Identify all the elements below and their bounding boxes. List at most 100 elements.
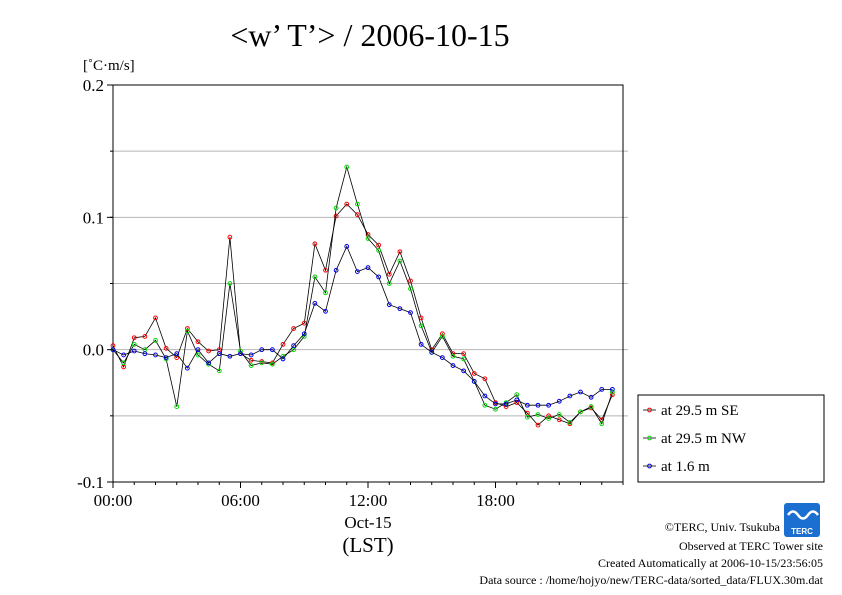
data-point: [386, 281, 392, 286]
series-group: [110, 164, 615, 428]
data-point: [110, 347, 116, 353]
data-point: [280, 356, 286, 362]
data-point: [471, 379, 477, 384]
data-point: [291, 326, 297, 331]
data-point: [429, 349, 435, 355]
data-point: [153, 315, 158, 321]
data-point: [408, 286, 413, 292]
data-point: [376, 242, 382, 248]
data-point: [142, 351, 148, 357]
data-point: [131, 335, 137, 341]
data-point: [344, 201, 350, 207]
data-point: [301, 320, 307, 326]
terc-logo: TERC: [784, 503, 820, 537]
data-point: [344, 244, 350, 249]
data-point: [376, 248, 382, 253]
data-point: [514, 397, 520, 403]
data-point: [216, 351, 222, 357]
x-axis-label: (LST): [342, 533, 393, 557]
x-axis-date-label: Oct-15: [344, 513, 391, 532]
data-point: [227, 281, 233, 286]
legend: at 29.5 m SE at 29.5 m NW at 1.6 m: [637, 394, 825, 483]
data-point: [195, 339, 201, 345]
data-point: [206, 360, 212, 366]
data-point: [609, 389, 615, 395]
data-point: [131, 341, 137, 347]
y-tick-label: -0.1: [77, 473, 104, 492]
data-point: [259, 347, 265, 353]
data-point: [184, 328, 190, 334]
data-point: [333, 213, 339, 219]
data-point: [482, 393, 488, 399]
data-point: [450, 363, 456, 368]
data-point: [524, 414, 530, 420]
data-point: [546, 416, 552, 421]
series-line: [112, 245, 613, 406]
data-point: [248, 352, 254, 358]
data-point: [195, 352, 201, 358]
data-point: [397, 258, 403, 264]
chart-title: <w’ T’> / 2006-10-15: [230, 17, 509, 53]
data-point: [333, 267, 339, 273]
data-point: [376, 274, 382, 280]
data-point: [174, 404, 180, 409]
legend-marker: [647, 463, 652, 469]
data-point: [333, 205, 339, 211]
x-tick-label: 18:00: [476, 491, 515, 510]
data-point: [439, 331, 445, 337]
grid-lines: [113, 150, 628, 417]
data-point: [386, 302, 392, 308]
data-point: [482, 402, 488, 408]
data-point: [408, 278, 413, 284]
data-point: [556, 412, 562, 417]
data-point: [131, 348, 137, 354]
data-point: [174, 351, 180, 357]
data-point: [418, 323, 424, 329]
data-point: [609, 386, 615, 392]
data-point: [588, 404, 594, 409]
data-point: [323, 308, 328, 314]
data-point: [418, 341, 424, 347]
data-point: [269, 361, 275, 367]
series-2: [110, 164, 615, 427]
data-point: [588, 394, 594, 400]
data-point: [238, 351, 243, 357]
data-point: [248, 357, 254, 363]
data-point: [354, 201, 360, 207]
data-point: [461, 368, 467, 374]
legend-marker: [647, 407, 652, 413]
legend-label: at 1.6 m: [661, 459, 710, 475]
credit-copyright: ©TERC, Univ. Tsukuba: [665, 520, 781, 534]
legend-label: at 29.5 m SE: [661, 403, 739, 419]
data-point: [546, 413, 552, 419]
data-point: [354, 269, 360, 274]
data-point: [524, 402, 530, 408]
data-point: [301, 331, 307, 337]
data-point: [121, 360, 127, 366]
data-point: [163, 345, 169, 351]
data-point: [238, 348, 243, 354]
y-tick-label: 0.2: [83, 76, 104, 95]
data-point: [195, 347, 201, 353]
data-point: [493, 406, 498, 412]
data-point: [280, 341, 286, 347]
data-point: [578, 389, 583, 395]
data-point: [386, 271, 392, 277]
data-point: [312, 300, 318, 306]
data-point: [163, 355, 169, 361]
series-line: [112, 165, 613, 425]
data-point: [567, 420, 573, 425]
data-point: [365, 236, 371, 241]
data-point: [153, 352, 158, 358]
data-point: [227, 234, 233, 240]
data-point: [269, 347, 275, 353]
data-point: [216, 368, 222, 374]
data-point: [535, 422, 541, 428]
data-point: [184, 365, 190, 371]
legend-label: at 29.5 m NW: [661, 431, 747, 447]
data-point: [291, 343, 297, 349]
data-point: [482, 376, 488, 382]
data-point: [344, 164, 350, 170]
data-point: [397, 306, 403, 312]
data-point: [248, 363, 254, 368]
